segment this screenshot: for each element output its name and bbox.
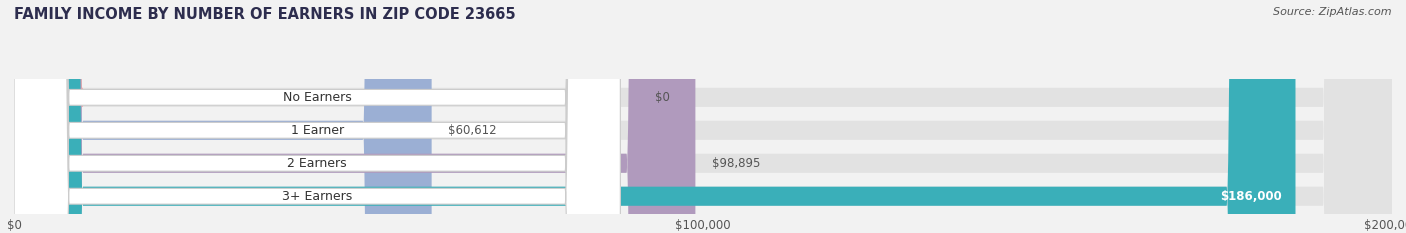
FancyBboxPatch shape — [14, 0, 620, 233]
FancyBboxPatch shape — [14, 0, 1392, 233]
Text: $60,612: $60,612 — [449, 124, 496, 137]
Text: $98,895: $98,895 — [711, 157, 761, 170]
Text: 3+ Earners: 3+ Earners — [283, 190, 353, 203]
Text: 1 Earner: 1 Earner — [291, 124, 343, 137]
FancyBboxPatch shape — [14, 0, 1295, 233]
FancyBboxPatch shape — [14, 0, 1392, 233]
FancyBboxPatch shape — [14, 0, 1392, 233]
Text: Source: ZipAtlas.com: Source: ZipAtlas.com — [1274, 7, 1392, 17]
FancyBboxPatch shape — [14, 0, 1392, 233]
Text: FAMILY INCOME BY NUMBER OF EARNERS IN ZIP CODE 23665: FAMILY INCOME BY NUMBER OF EARNERS IN ZI… — [14, 7, 516, 22]
FancyBboxPatch shape — [14, 0, 620, 233]
FancyBboxPatch shape — [14, 0, 432, 233]
Text: $186,000: $186,000 — [1220, 190, 1282, 203]
FancyBboxPatch shape — [0, 0, 83, 233]
FancyBboxPatch shape — [14, 0, 620, 233]
Text: 2 Earners: 2 Earners — [287, 157, 347, 170]
FancyBboxPatch shape — [14, 0, 696, 233]
FancyBboxPatch shape — [14, 0, 620, 233]
Text: $0: $0 — [655, 91, 669, 104]
Text: No Earners: No Earners — [283, 91, 352, 104]
